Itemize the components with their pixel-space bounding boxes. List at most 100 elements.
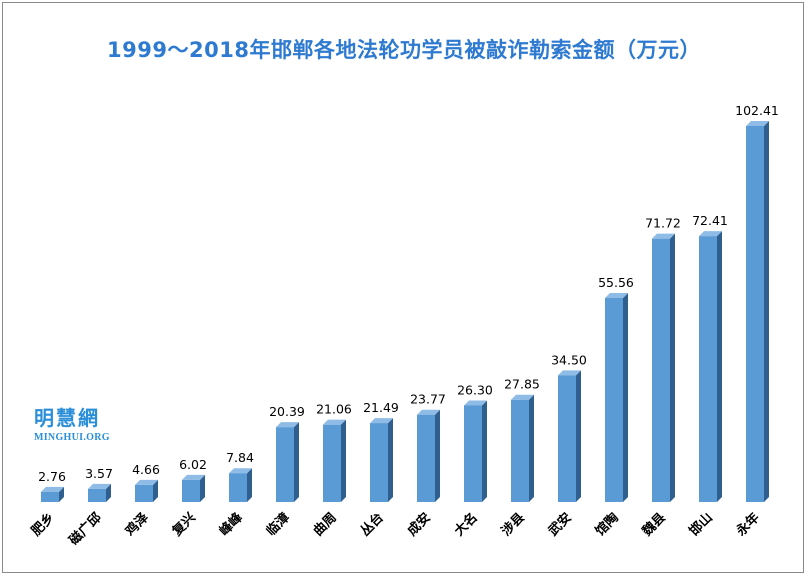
bar-14 — [652, 233, 675, 502]
bar-top — [370, 418, 393, 424]
value-label: 21.06 — [316, 402, 352, 417]
value-label: 102.41 — [735, 103, 779, 118]
value-label: 34.50 — [551, 352, 587, 367]
bar-top — [229, 468, 252, 474]
value-label: 23.77 — [410, 392, 446, 407]
category-label: 永年 — [732, 510, 762, 540]
bar-front — [464, 405, 482, 502]
bar-top — [135, 479, 158, 485]
bar-front — [135, 484, 153, 502]
bar-side — [341, 419, 346, 502]
bar-top — [605, 293, 628, 299]
bar-top — [699, 231, 722, 237]
category-label: 临漳 — [263, 510, 293, 540]
bar-13 — [605, 293, 628, 502]
bar-side — [200, 474, 205, 502]
category-label: 丛台 — [357, 510, 387, 540]
minghui-logo: 明慧網 MINGHUI.ORG — [34, 402, 134, 443]
bar-3 — [135, 479, 158, 502]
bar-side — [59, 486, 64, 502]
value-label: 3.57 — [85, 466, 113, 481]
value-label: 55.56 — [598, 275, 634, 290]
logo-chinese: 明慧網 — [34, 406, 100, 430]
bar-side — [388, 418, 393, 502]
category-label: 成安 — [404, 510, 434, 540]
bar-side — [435, 409, 440, 502]
bar-side — [764, 121, 769, 502]
bar-top — [88, 483, 111, 489]
bar-12 — [558, 370, 581, 502]
category-label: 肥乡 — [28, 510, 58, 540]
bar-front — [605, 298, 623, 502]
bar-16 — [746, 121, 769, 502]
bar-7 — [323, 419, 346, 502]
bar-front — [276, 427, 294, 502]
category-label: 鸡泽 — [121, 509, 152, 540]
bar-5 — [229, 468, 252, 502]
bar-front — [746, 126, 764, 502]
bar-front — [41, 491, 59, 502]
value-label: 4.66 — [132, 462, 160, 477]
bar-side — [106, 483, 111, 502]
bar-top — [652, 233, 675, 239]
bar-side — [247, 468, 252, 502]
bar-15 — [699, 231, 722, 502]
bar-4 — [182, 474, 205, 502]
value-label: 72.41 — [692, 213, 728, 228]
bar-side — [670, 233, 675, 502]
category-label: 曲周 — [310, 510, 340, 540]
bar-side — [576, 370, 581, 502]
bar-top — [511, 394, 534, 400]
bar-side — [482, 400, 487, 502]
category-label: 武安 — [545, 510, 575, 540]
bar-6 — [276, 422, 299, 502]
logo-english: MINGHUI.ORG — [34, 432, 110, 443]
bar-side — [294, 422, 299, 502]
bar-front — [511, 399, 529, 502]
category-label: 邯山 — [686, 510, 716, 540]
category-label: 大名 — [451, 510, 481, 540]
bar-front — [417, 414, 435, 502]
bar-front — [558, 375, 576, 502]
bar-10 — [464, 400, 487, 502]
bar-2 — [88, 483, 111, 502]
value-label: 20.39 — [269, 404, 305, 419]
bar-side — [623, 293, 628, 502]
bar-side — [717, 231, 722, 502]
value-label: 7.84 — [226, 450, 254, 465]
category-label: 磁广邱 — [66, 510, 105, 549]
bar-side — [153, 479, 158, 502]
bar-front — [323, 424, 341, 502]
value-label: 71.72 — [645, 216, 681, 231]
bar-front — [699, 236, 717, 502]
bar-front — [88, 488, 106, 502]
value-label: 21.49 — [363, 400, 399, 415]
bar-top — [558, 370, 581, 376]
value-label: 27.85 — [504, 377, 540, 392]
bar-top — [182, 474, 205, 480]
value-label: 6.02 — [179, 457, 207, 472]
category-label: 涉县 — [498, 510, 528, 540]
bar-front — [182, 479, 200, 502]
value-label: 2.76 — [38, 469, 66, 484]
bar-8 — [370, 418, 393, 502]
bar-1 — [41, 486, 64, 502]
bar-top — [464, 400, 487, 406]
bar-top — [417, 409, 440, 415]
bar-top — [323, 419, 346, 425]
chart-title: 1999～2018年邯郸各地法轮功学员被敲诈勒索金额（万元） — [107, 38, 701, 62]
bar-9 — [417, 409, 440, 502]
value-label: 26.30 — [457, 382, 493, 397]
bar-front — [370, 423, 388, 502]
category-label: 复兴 — [168, 510, 198, 540]
category-label: 馆陶 — [592, 510, 622, 540]
bar-side — [529, 394, 534, 502]
bar-top — [746, 121, 769, 126]
bar-top — [41, 486, 64, 492]
bar-11 — [511, 394, 534, 502]
category-label: 魏县 — [638, 510, 668, 540]
bar-top — [276, 422, 299, 428]
category-label: 峰峰 — [216, 509, 246, 539]
bar-front — [652, 238, 670, 502]
